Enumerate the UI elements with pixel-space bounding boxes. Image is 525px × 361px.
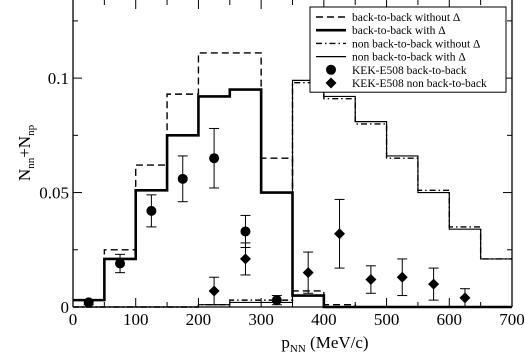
x-tick-label: 600 (437, 310, 463, 329)
series-line-4 (73, 79, 512, 308)
x-axis-title-sub: NN (290, 343, 306, 355)
legend-label-points-2: KEK-E508 non back-to-back (352, 78, 487, 90)
x-tick-label: 100 (123, 310, 149, 329)
data-point-diamond (459, 292, 471, 304)
y-tick-label: 0.05 (39, 184, 69, 203)
legend-label-2: back-to-back with Δ (352, 25, 446, 37)
y-axis-title-b-sub: np (25, 124, 37, 136)
data-point-diamond (428, 278, 440, 290)
data-point-diamond (396, 271, 408, 283)
x-tick-label: 700 (499, 310, 525, 329)
y-axis-title-a-sub: nn (25, 157, 37, 169)
legend-label-3: non back-to-back without Δ (352, 38, 480, 50)
y-tick-label: 0.1 (48, 69, 69, 88)
data-point-circle (209, 153, 220, 164)
data-point-diamond (208, 285, 220, 297)
x-axis-title: pNN (MeV/c) (281, 333, 368, 355)
data-point-diamond (334, 228, 346, 240)
legend-label-1: back-to-back without Δ (352, 12, 460, 24)
data-point-circle (146, 205, 157, 216)
x-axis-title-unit: (MeV/c) (306, 333, 369, 352)
data-point-circle (83, 297, 94, 308)
y-axis-title-b: +N (15, 136, 34, 158)
axes: 0 100 200 300 400 500 600 700 0 0.05 0.1 (39, 0, 525, 329)
legend-box (309, 6, 507, 93)
data-point-diamond (365, 274, 377, 286)
legend-label-points-1: KEK-E508 back-to-back (352, 65, 467, 77)
data-point-diamond (239, 253, 251, 265)
data-point-circle (240, 226, 251, 237)
x-tick-label: 400 (311, 310, 337, 329)
y-axis-title: Nnn+Nnp (15, 124, 37, 181)
y-axis-title-a: N (15, 169, 34, 181)
data-point-circle (271, 295, 282, 306)
legend-marker-circle (326, 64, 336, 75)
legend-label-4: non back-to-back with Δ (352, 52, 466, 64)
x-tick-label: 200 (186, 310, 212, 329)
data-point-circle (177, 173, 188, 184)
data-point-circle (115, 258, 126, 269)
x-tick-label: 0 (69, 310, 78, 329)
legend-marker-diamond (325, 77, 337, 89)
y-tick-label: 0 (61, 298, 70, 317)
x-tick-label: 300 (248, 310, 274, 329)
x-axis-title-main: p (281, 333, 290, 352)
x-tick-label: 500 (374, 310, 400, 329)
data-point-diamond (302, 267, 314, 279)
